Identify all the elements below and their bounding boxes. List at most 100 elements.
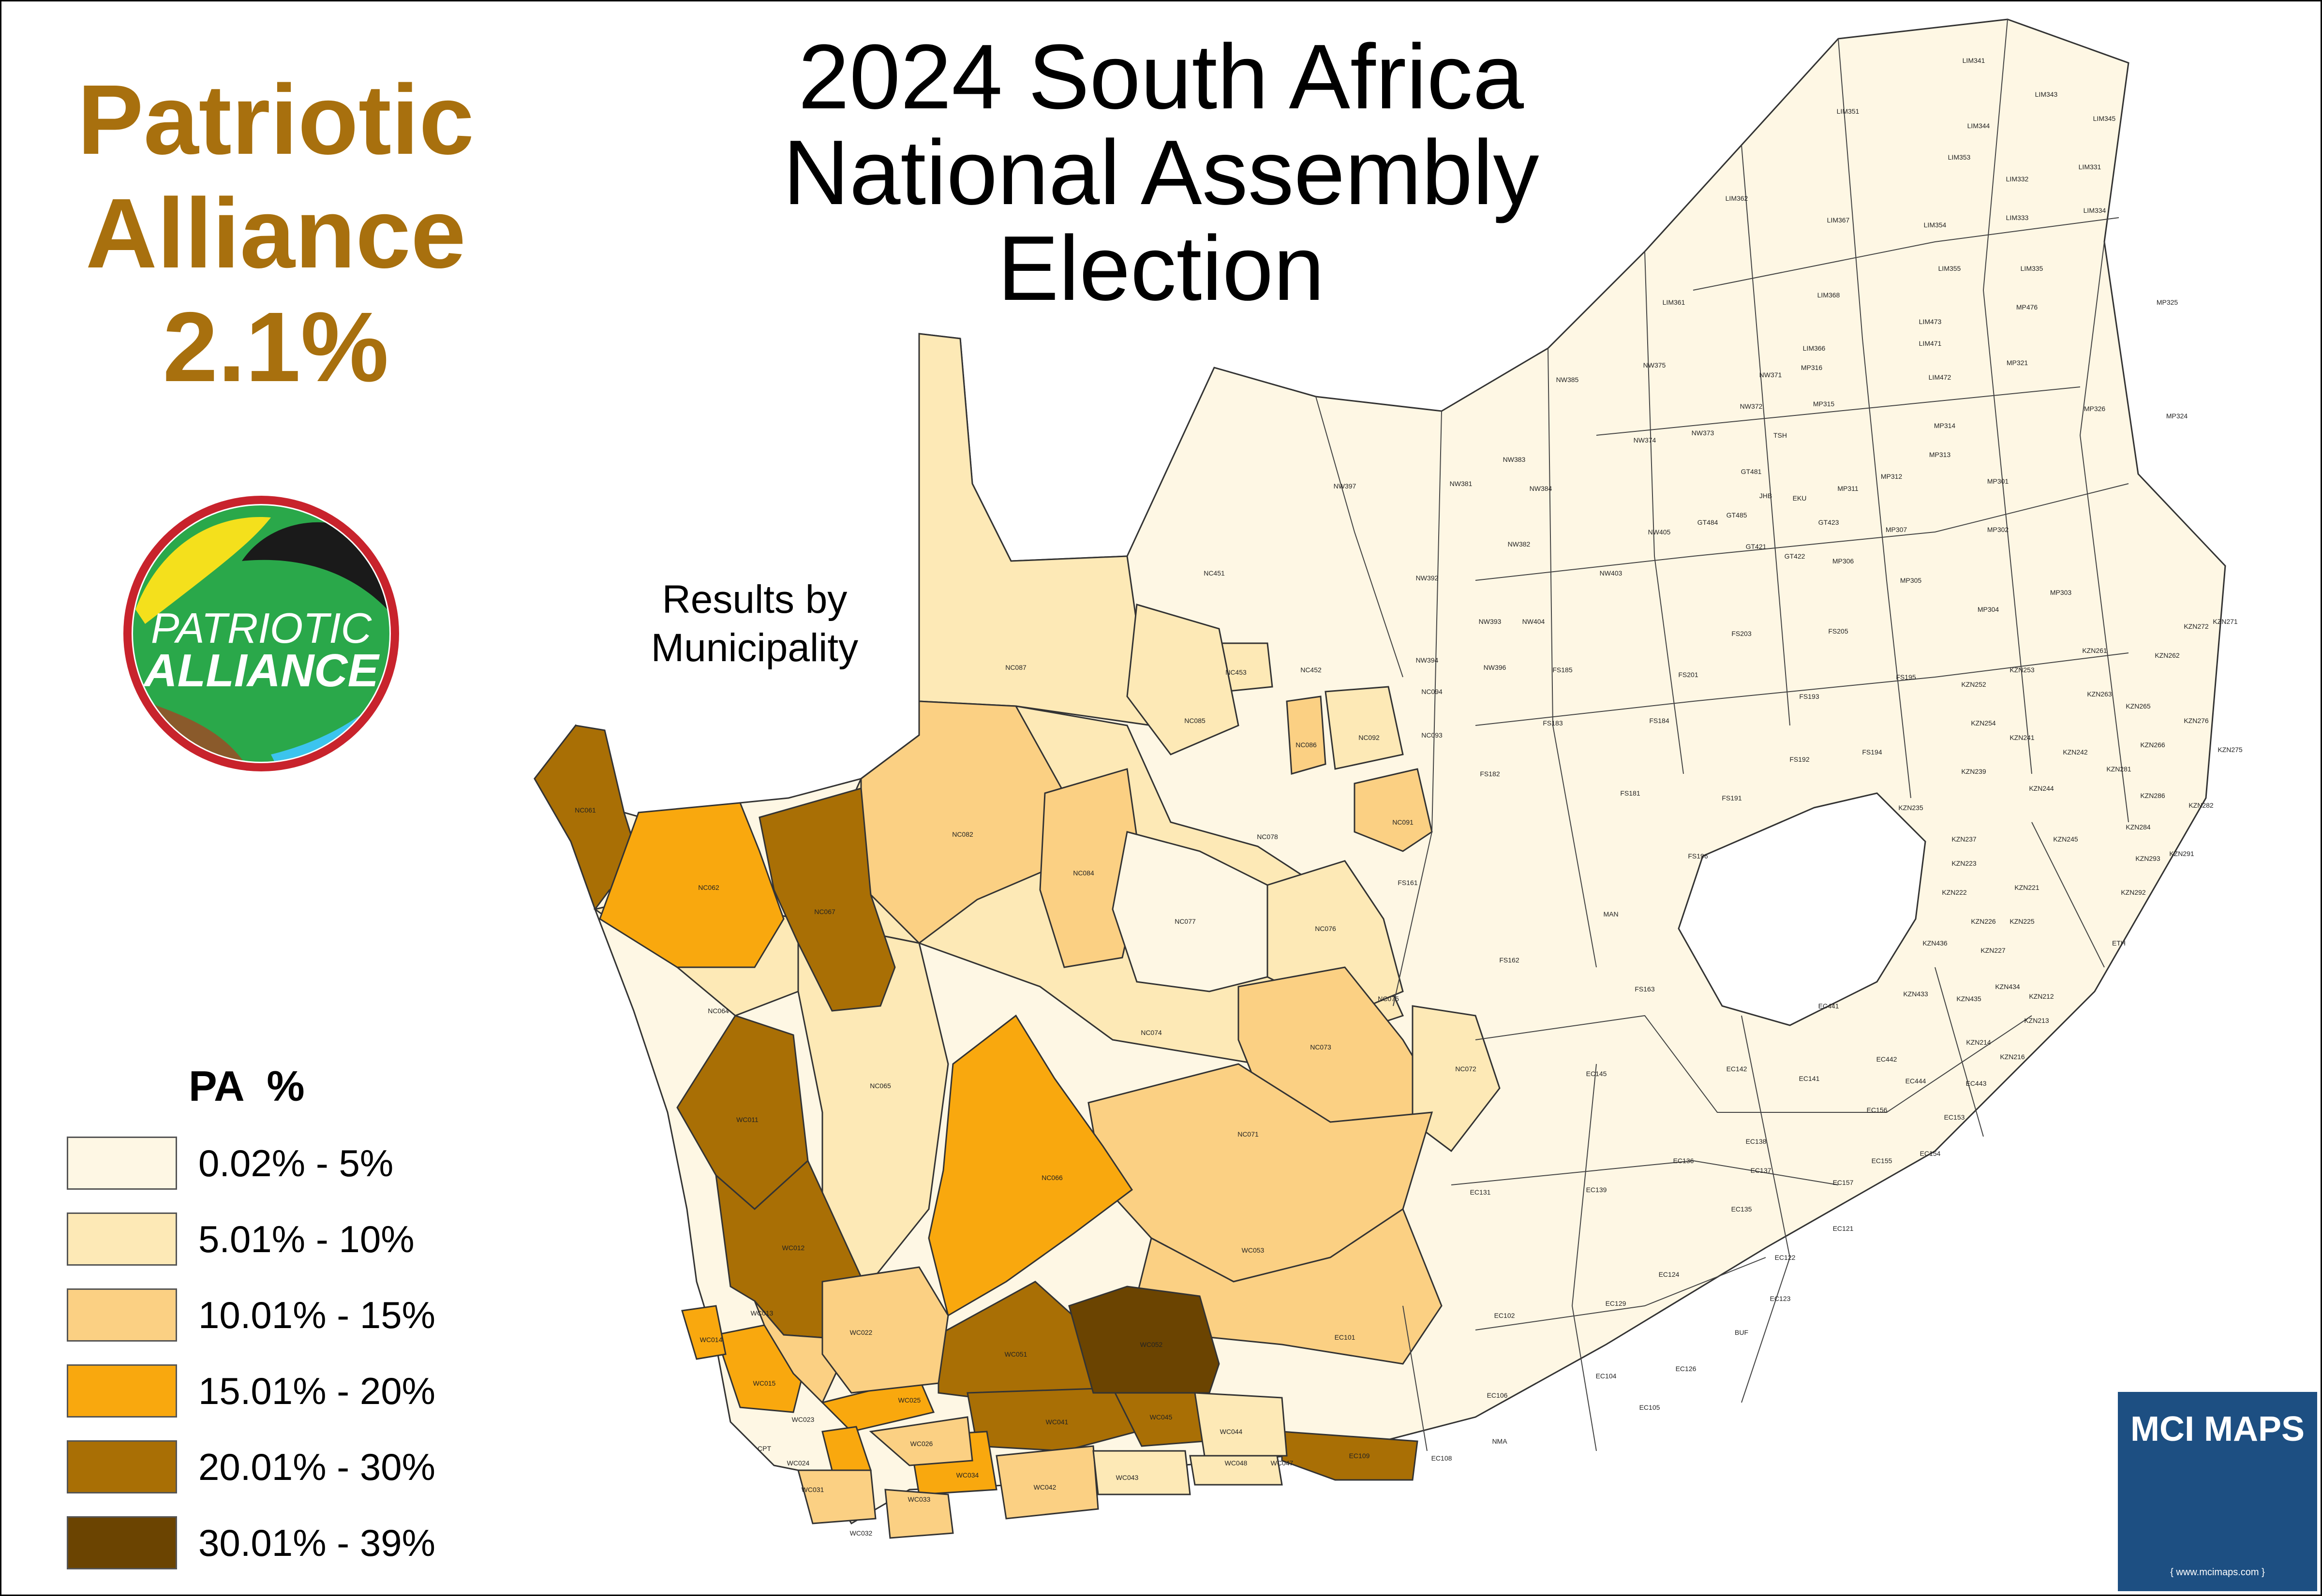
legend-swatch (67, 1440, 177, 1493)
municipality-label: KZN266 (2140, 741, 2165, 749)
municipality-label: ETH (2112, 939, 2126, 947)
municipality-label: WC045 (1150, 1413, 1173, 1421)
municipality-label: EC121 (1833, 1225, 1854, 1232)
municipality-label: NW384 (1530, 485, 1552, 492)
municipality-label: WC042 (1034, 1483, 1057, 1491)
subtitle-line: Results by (662, 577, 848, 621)
municipality-label: KZN276 (2184, 717, 2209, 724)
region-wc043 (1092, 1450, 1191, 1495)
municipality-label: FS161 (1398, 879, 1417, 887)
municipality-labels: LIM341 LIM343 LIM345 LIM344 LIM351 LIM353 LIM3… (575, 57, 2243, 1537)
municipality-label: FS192 (1789, 755, 1809, 763)
municipality-label: EC156 (1867, 1106, 1888, 1114)
municipality-label: WC013 (751, 1309, 774, 1317)
mci-maps-badge: MCI MAPS { www.mcimaps.com } (2114, 1388, 2317, 1591)
municipality-label: EC443 (1966, 1079, 1987, 1087)
municipality-label: EC155 (1872, 1157, 1892, 1165)
municipality-label: NC092 (1358, 734, 1380, 741)
municipality-label: LIM361 (1663, 298, 1685, 306)
municipality-label: EC101 (1335, 1333, 1355, 1341)
municipality-label: EC137 (1751, 1167, 1771, 1174)
municipality-label: NMA (1492, 1437, 1507, 1445)
municipality-label: NC074 (1141, 1029, 1162, 1036)
municipality-label: KZN225 (2009, 917, 2035, 925)
municipality-label: GT481 (1741, 468, 1762, 475)
region-wc013 (754, 1300, 853, 1404)
municipality-label: LIM367 (1827, 216, 1850, 224)
municipality-label: KZN213 (2024, 1017, 2049, 1024)
municipality-label: KZN245 (2053, 835, 2078, 843)
municipality-label: KZN242 (2063, 748, 2088, 756)
municipality-label: TSH (1773, 431, 1787, 439)
municipality-label: KZN284 (2126, 823, 2151, 831)
municipality-label: KZN252 (1961, 680, 1986, 688)
region-wc042 (996, 1445, 1099, 1520)
municipality-label: MP313 (1929, 451, 1951, 458)
municipality-label: EC108 (1431, 1454, 1452, 1462)
municipality-label: MP301 (1987, 477, 2009, 485)
municipality-label: KZN239 (1961, 768, 1986, 775)
municipality-label: NC067 (814, 908, 835, 916)
legend-label: 5.01% - 10% (198, 1218, 415, 1260)
logo-yellow (135, 517, 271, 624)
municipality-label: GT421 (1746, 543, 1767, 550)
municipality-label: FS181 (1620, 789, 1640, 797)
region-nc086 (1286, 695, 1326, 775)
municipality-label: NC071 (1237, 1130, 1259, 1138)
municipality-label: FS191 (1722, 794, 1742, 802)
municipality-label: LIM354 (1924, 221, 1947, 229)
municipality-label: LIM353 (1948, 153, 1971, 161)
region-nc-north (918, 333, 1152, 726)
municipality-label: WC044 (1220, 1428, 1243, 1435)
municipality-label: NC084 (1073, 869, 1094, 877)
municipality-label: KZN254 (1971, 719, 1996, 727)
municipality-label: NC451 (1204, 569, 1225, 577)
municipality-label: KZN263 (2087, 690, 2112, 698)
municipality-label: NW405 (1648, 528, 1671, 536)
municipality-label: NW404 (1522, 618, 1545, 625)
municipality-label: NC062 (698, 884, 719, 891)
municipality-label: KZN253 (2009, 666, 2035, 674)
title-line: Election (997, 217, 1325, 320)
municipality-label: WC031 (802, 1486, 824, 1493)
municipality-label: MP316 (1801, 364, 1823, 371)
municipality-label: LIM341 (1963, 57, 1985, 64)
municipality-label: MP307 (1886, 526, 1907, 533)
municipality-label: EC129 (1606, 1300, 1626, 1307)
municipality-label: LIM355 (1938, 265, 1961, 272)
region-nc085 (1126, 604, 1239, 755)
municipality-label: WC024 (787, 1459, 810, 1467)
legend-label: 0.02% - 5% (198, 1142, 394, 1184)
municipality-label: KZN434 (1995, 983, 2020, 990)
municipality-label: NW372 (1740, 402, 1763, 410)
municipality-label: NC082 (952, 830, 973, 838)
municipal-borders (1315, 19, 2129, 1451)
lesotho (1678, 792, 1926, 1026)
municipality-label: KZN286 (2140, 792, 2165, 799)
municipality-label: MP311 (1837, 485, 1859, 492)
municipality-label: KZN435 (1956, 995, 1981, 1003)
municipality-label: KZN212 (2029, 992, 2054, 1000)
municipality-label: MP321 (2007, 359, 2028, 367)
municipality-label: KZN222 (1942, 888, 1967, 896)
municipality-label: MP315 (1813, 400, 1835, 408)
municipality-label: LIM368 (1817, 291, 1840, 299)
title-line: National Assembly (783, 121, 1539, 224)
municipality-label: KZN292 (2121, 888, 2146, 896)
municipality-label: FS201 (1678, 671, 1698, 679)
municipality-label: NC072 (1455, 1065, 1476, 1073)
municipality-label: WC043 (1116, 1474, 1139, 1481)
municipality-label: EC124 (1659, 1271, 1680, 1278)
municipality-label: WC026 (910, 1440, 933, 1448)
municipality-label: KZN275 (2218, 746, 2243, 754)
municipality-label: FS183 (1543, 719, 1563, 727)
municipality-label: KZN282 (2188, 801, 2214, 809)
municipality-label: LIM362 (1726, 194, 1748, 202)
municipality-label: NW394 (1416, 656, 1439, 664)
municipality-label: WC048 (1225, 1459, 1248, 1467)
municipality-label: MP325 (2157, 298, 2178, 306)
municipality-label: KZN293 (2135, 855, 2160, 862)
municipality-label: EC441 (1818, 1002, 1839, 1010)
municipality-label: FS162 (1499, 956, 1519, 964)
